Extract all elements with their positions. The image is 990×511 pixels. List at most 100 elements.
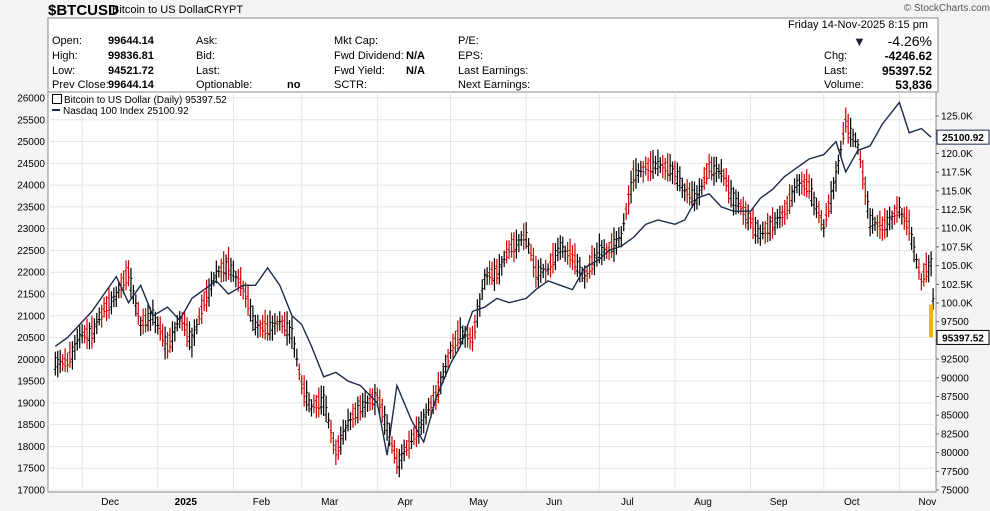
x-tick-label: Jul [621,497,634,508]
btc-bar [407,430,411,459]
btc-bar [492,258,496,292]
btc-bar [456,320,460,351]
btc-bar [656,149,660,177]
y-tick-right: 112.5K [941,205,972,216]
btc-bar [571,245,575,271]
y-tick-left: 26000 [17,94,45,105]
btc-bar [902,207,906,230]
btc-bar [717,163,721,179]
field-label: Prev Close: [52,79,109,91]
btc-bar [905,206,909,236]
btc-bar [158,316,162,341]
btc-bar [671,161,675,185]
btc-bar [95,312,99,335]
x-tick-label: Sep [770,497,788,508]
btc-bar [112,287,116,308]
btc-bar [880,216,884,241]
btc-bar [685,179,689,204]
btc-last-label: 95397.52 [942,333,984,344]
last-value-labels: 25100.92 95397.52 [936,129,990,345]
btc-bar [497,253,501,285]
btc-bar [639,160,643,178]
field-value: 99836.81 [108,50,154,62]
nasdaq-last-label: 25100.92 [942,133,984,144]
btc-bar [368,388,372,411]
btc-bar [100,304,104,328]
y-tick-left: 23000 [17,224,45,235]
change-arrow-icon: ▼ [853,34,866,49]
btc-bar [392,439,396,464]
btc-bar [829,181,833,214]
btc-bar [127,260,131,287]
btc-bar [329,419,333,444]
field-value: 53,836 [895,78,932,92]
btc-bar [927,254,931,283]
x-tick-label: Apr [398,497,414,508]
btc-bar [590,245,594,275]
btc-bar [644,156,648,176]
y-tick-left: 24000 [17,181,45,192]
btc-bar [856,138,860,155]
btc-bar [80,323,84,344]
btc-bar [668,153,672,182]
btc-bar [168,327,172,354]
btc-bar [888,206,892,231]
y-tick-left: 19500 [17,377,45,388]
btc-bar [466,324,470,348]
btc-bar [783,199,787,225]
btc-bar [500,256,504,276]
btc-bar [205,279,209,312]
x-tick-label: Jun [546,497,562,508]
btc-bar [341,419,345,445]
btc-bar [266,314,270,341]
exchange: CRYPT [206,4,244,16]
btc-bar [490,261,494,285]
btc-bar [822,219,826,238]
btc-bar [53,351,57,376]
btc-bar [556,237,560,262]
field-label: Chg: [824,50,848,62]
btc-bar [578,256,582,283]
btc-bar [705,162,709,185]
btc-bar [507,240,511,260]
btc-bar [753,216,757,244]
btc-bar [710,156,714,181]
symbol-description: Bitcoin to US Dollar [112,4,208,16]
btc-bar [85,318,89,350]
field-value: 94521.72 [108,65,154,77]
btc-bar [195,318,199,335]
field-value: no [287,79,301,91]
btc-bar [292,336,296,358]
btc-bar [814,197,818,218]
btc-bar [627,185,631,215]
btc-bar [910,227,914,251]
y-tick-left: 22000 [17,268,45,279]
btc-bar [358,395,362,421]
x-tick-label: May [469,497,488,508]
btc-bar [378,389,382,415]
btc-bar [251,305,255,332]
btc-bar [390,436,394,454]
btc-bar [519,230,523,246]
btc-bar [573,243,577,275]
btc-bar [297,363,301,381]
btc-bar [666,153,670,182]
btc-bar [248,298,252,322]
btc-bar [873,216,877,232]
btc-bar [290,316,294,349]
btc-bar [746,204,750,231]
btc-bar [800,171,804,195]
x-tick-label: 2025 [175,497,198,508]
btc-bar [68,341,72,368]
btc-bar [356,396,360,424]
btc-bar [834,161,838,192]
btc-bar [124,260,128,291]
btc-bar [244,282,248,308]
btc-bar [346,408,350,432]
btc-bar [863,176,867,206]
btc-bar [78,325,82,349]
y-tick-right: 125.0K [941,112,973,123]
btc-bar [771,207,775,239]
btc-bar [531,247,535,278]
